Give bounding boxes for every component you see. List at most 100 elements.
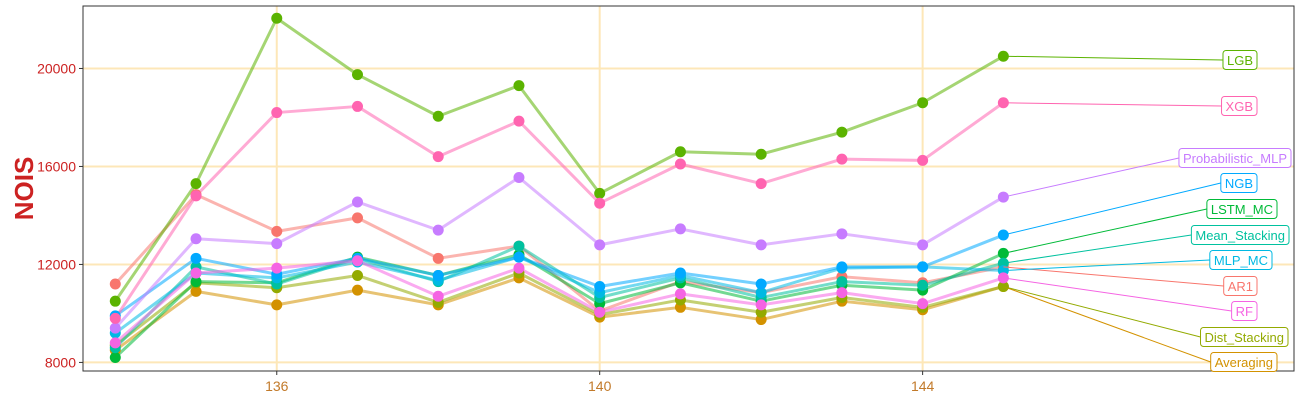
- end-label-leader: [1003, 102, 1222, 107]
- end-label-text: Probabilistic_MLP: [1183, 151, 1287, 166]
- data-point-lgb: [674, 146, 686, 158]
- series-line-dist-stacking: [114, 271, 1004, 347]
- data-point-ar1: [109, 278, 121, 290]
- end-label-leader: [1003, 277, 1232, 312]
- end-label-ngb: NGB: [1003, 173, 1258, 236]
- end-label-leader: [1003, 182, 1221, 236]
- data-point-probabilistic-mlp: [836, 228, 848, 240]
- data-point-ngb: [190, 252, 202, 264]
- data-point-mlp-mc: [755, 287, 767, 299]
- end-label-text: Averaging: [1215, 355, 1273, 370]
- series-line-probabilistic-mlp: [114, 175, 1005, 330]
- data-point-probabilistic-mlp: [755, 239, 767, 251]
- data-point-probabilistic-mlp: [917, 239, 929, 251]
- data-point-lstm-mc: [190, 276, 202, 288]
- data-point-probabilistic-mlp: [674, 223, 686, 235]
- axis-ticks: 8000 12000 16000 20000 136 140 144: [37, 60, 934, 394]
- data-point-lstm-mc: [109, 352, 121, 364]
- data-point-rf: [432, 290, 444, 302]
- end-label-rf: RF: [1003, 277, 1258, 321]
- data-point-lgb: [513, 80, 525, 92]
- series-line-averaging: [114, 276, 1004, 352]
- end-label-leader: [1003, 208, 1207, 254]
- data-point-probabilistic-mlp: [432, 224, 444, 236]
- data-point-xgb: [271, 107, 283, 119]
- data-point-probabilistic-mlp: [271, 238, 283, 250]
- data-point-rf: [271, 262, 283, 274]
- end-label-leader: [1003, 286, 1201, 338]
- data-point-rf: [836, 287, 848, 299]
- data-point-xgb: [674, 158, 686, 170]
- data-point-xgb: [594, 197, 606, 209]
- series-points-lgb: [109, 12, 1009, 307]
- y-tick-label: 20000: [37, 60, 76, 76]
- end-label-text: XGB: [1226, 99, 1253, 114]
- end-label-ar1: AR1: [1003, 266, 1258, 296]
- data-point-lgb: [594, 187, 606, 199]
- data-point-ngb: [917, 261, 929, 273]
- y-axis-title: NOIS: [9, 157, 39, 221]
- series-points-xgb: [109, 97, 1009, 324]
- data-point-probabilistic-mlp: [594, 239, 606, 251]
- data-point-rf: [674, 288, 686, 300]
- data-point-xgb: [109, 312, 121, 324]
- end-label-xgb: XGB: [1003, 96, 1258, 116]
- end-label-text: LGB: [1227, 53, 1253, 68]
- series-line-lgb: [114, 16, 1005, 303]
- series-points-probabilistic-mlp: [109, 171, 1009, 334]
- data-point-rf: [755, 299, 767, 311]
- data-point-ngb: [594, 280, 606, 292]
- data-point-ngb: [513, 251, 525, 263]
- end-label-leader: [1003, 286, 1211, 363]
- data-point-averaging: [190, 285, 202, 297]
- data-point-ngb: [432, 269, 444, 281]
- data-point-ar1: [351, 212, 363, 224]
- end-label-leader: [1003, 234, 1192, 264]
- data-point-rf: [917, 298, 929, 310]
- end-label-text: MLP_MC: [1214, 253, 1268, 268]
- x-tick-label: 144: [911, 378, 935, 394]
- data-point-lgb: [917, 97, 929, 109]
- end-label-leader: [1003, 259, 1210, 272]
- end-labels: AR1 Averaging Dist_Stacking LGB LSTM_MC Mean_…: [1003, 50, 1292, 372]
- grid: [83, 6, 1294, 371]
- end-label-leader: [1003, 55, 1223, 61]
- grid-lines: [83, 6, 1294, 371]
- end-label-leader: [1003, 266, 1224, 287]
- end-label-averaging: Averaging: [1003, 286, 1278, 372]
- data-point-probabilistic-mlp: [351, 196, 363, 208]
- data-point-dist-stacking: [351, 269, 363, 281]
- data-point-xgb: [513, 115, 525, 127]
- end-label-lgb: LGB: [1003, 50, 1258, 70]
- series-layer: [109, 12, 1009, 364]
- data-point-rf: [513, 262, 525, 274]
- x-tick-label: 140: [588, 378, 612, 394]
- end-label-mean-stacking: Mean_Stacking: [1003, 225, 1290, 264]
- data-point-ngb: [674, 267, 686, 279]
- end-label-dist-stacking: Dist_Stacking: [1003, 286, 1289, 347]
- end-label-text: NGB: [1225, 176, 1253, 191]
- data-point-averaging: [351, 284, 363, 296]
- data-point-xgb: [432, 151, 444, 163]
- series-line-xgb: [114, 101, 1005, 320]
- y-tick-label: 12000: [37, 256, 76, 272]
- end-label-text: AR1: [1228, 279, 1253, 294]
- data-point-rf: [351, 255, 363, 267]
- data-point-lgb: [271, 12, 283, 24]
- data-point-xgb: [755, 178, 767, 190]
- data-point-mean-stacking: [836, 276, 848, 288]
- data-point-averaging: [271, 299, 283, 311]
- data-point-xgb: [836, 153, 848, 165]
- data-point-mean-stacking: [513, 240, 525, 252]
- data-point-probabilistic-mlp: [513, 171, 525, 183]
- end-label-text: LSTM_MC: [1211, 202, 1273, 217]
- series-line-rf: [114, 259, 1004, 344]
- data-point-lgb: [109, 295, 121, 307]
- data-point-ngb: [836, 261, 848, 273]
- data-point-lgb: [190, 178, 202, 190]
- data-point-xgb: [917, 154, 929, 166]
- data-point-ar1: [432, 252, 444, 264]
- data-point-rf: [109, 337, 121, 349]
- end-label-probabilistic-mlp: Probabilistic_MLP: [1003, 148, 1292, 198]
